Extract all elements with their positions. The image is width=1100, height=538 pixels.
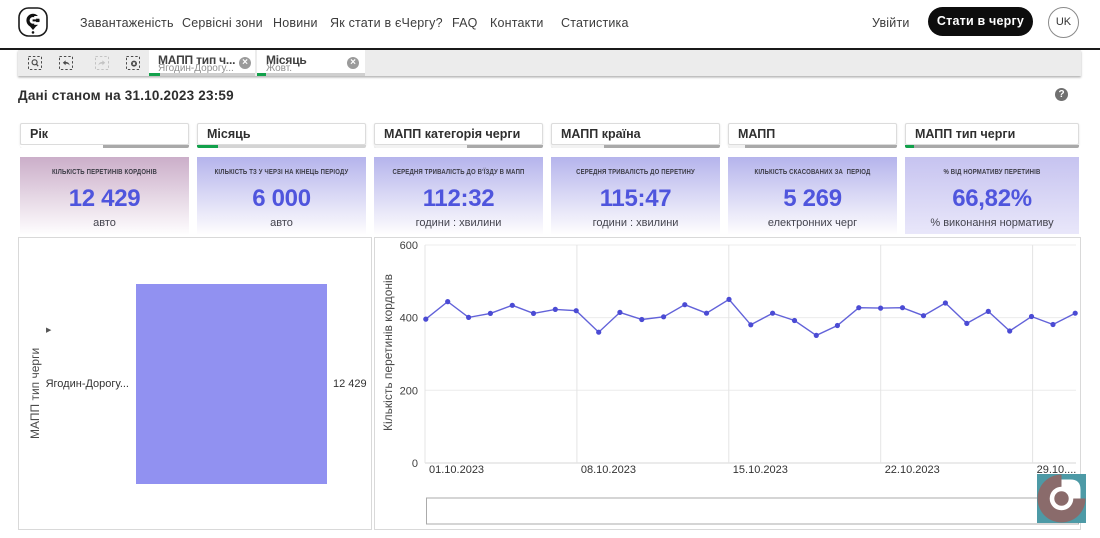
svg-text:200: 200 xyxy=(400,385,418,397)
svg-text:15.10.2023: 15.10.2023 xyxy=(733,464,788,476)
svg-text:400: 400 xyxy=(400,313,418,325)
svg-text:08.10.2023: 08.10.2023 xyxy=(581,464,636,476)
svg-text:29.10....: 29.10.... xyxy=(1037,464,1077,476)
svg-text:600: 600 xyxy=(400,240,418,252)
svg-text:22.10.2023: 22.10.2023 xyxy=(885,464,940,476)
svg-text:01.10.2023: 01.10.2023 xyxy=(429,464,484,476)
svg-text:0: 0 xyxy=(412,458,418,470)
